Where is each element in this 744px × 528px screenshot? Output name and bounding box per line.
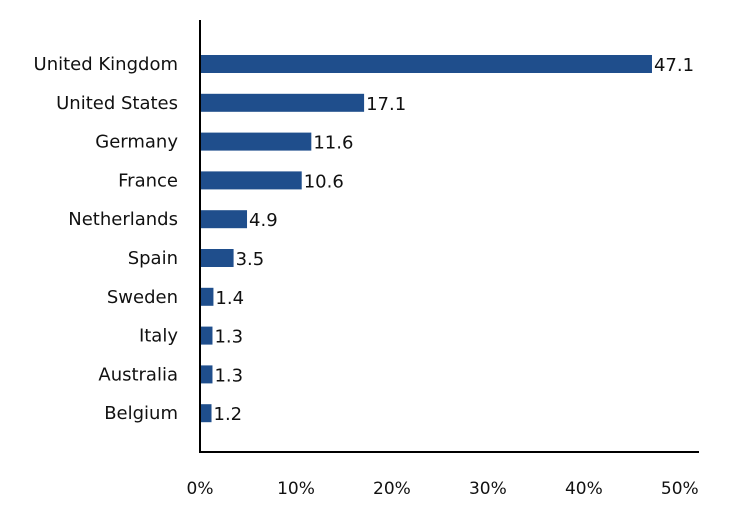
bar-france (200, 171, 302, 190)
category-label-belgium: Belgium (104, 403, 178, 424)
bar-italy (200, 326, 213, 345)
x-tick-label-40: 40% (565, 479, 603, 499)
category-label-spain: Spain (128, 248, 178, 269)
value-labels-group: 47.1 17.1 11.6 10.6 4.9 3.5 1.4 1.3 1.3 1.2 (214, 55, 695, 425)
bar-belgium (200, 404, 212, 423)
category-label-germany: Germany (95, 132, 178, 153)
category-label-sweden: Sweden (107, 287, 178, 308)
value-label-united-states: 17.1 (366, 94, 406, 115)
bar-sweden (200, 287, 214, 306)
bar-spain (200, 249, 234, 267)
value-label-spain: 3.5 (236, 249, 265, 270)
value-label-france: 10.6 (304, 171, 344, 192)
value-label-belgium: 1.2 (214, 404, 243, 425)
value-label-netherlands: 4.9 (249, 210, 278, 231)
bar-australia (200, 365, 213, 384)
bar-germany (200, 132, 312, 151)
x-tick-label-50: 50% (661, 479, 699, 499)
x-tick-label-30: 30% (469, 479, 507, 499)
category-label-italy: Italy (139, 326, 178, 347)
value-label-italy: 1.3 (214, 327, 243, 348)
value-label-germany: 11.6 (313, 133, 353, 154)
category-label-united-states: United States (56, 93, 178, 114)
x-tick-label-0: 0% (187, 479, 214, 499)
category-label-france: France (118, 170, 178, 191)
bars-group (200, 55, 652, 423)
value-label-australia: 1.3 (214, 365, 243, 386)
bar-united-kingdom (200, 55, 652, 73)
value-label-sweden: 1.4 (215, 288, 244, 309)
category-label-netherlands: Netherlands (68, 209, 178, 230)
category-label-australia: Australia (98, 364, 178, 385)
value-label-united-kingdom: 47.1 (654, 55, 694, 76)
bar-united-states (200, 93, 365, 112)
category-label-united-kingdom: United Kingdom (34, 54, 178, 75)
x-tick-labels-group: 0% 10% 20% 30% 40% 50% (187, 479, 699, 499)
x-tick-label-20: 20% (373, 479, 411, 499)
x-tick-label-10: 10% (277, 479, 315, 499)
bar-netherlands (200, 210, 248, 229)
category-labels-group: United Kingdom United States Germany France… (34, 54, 179, 424)
